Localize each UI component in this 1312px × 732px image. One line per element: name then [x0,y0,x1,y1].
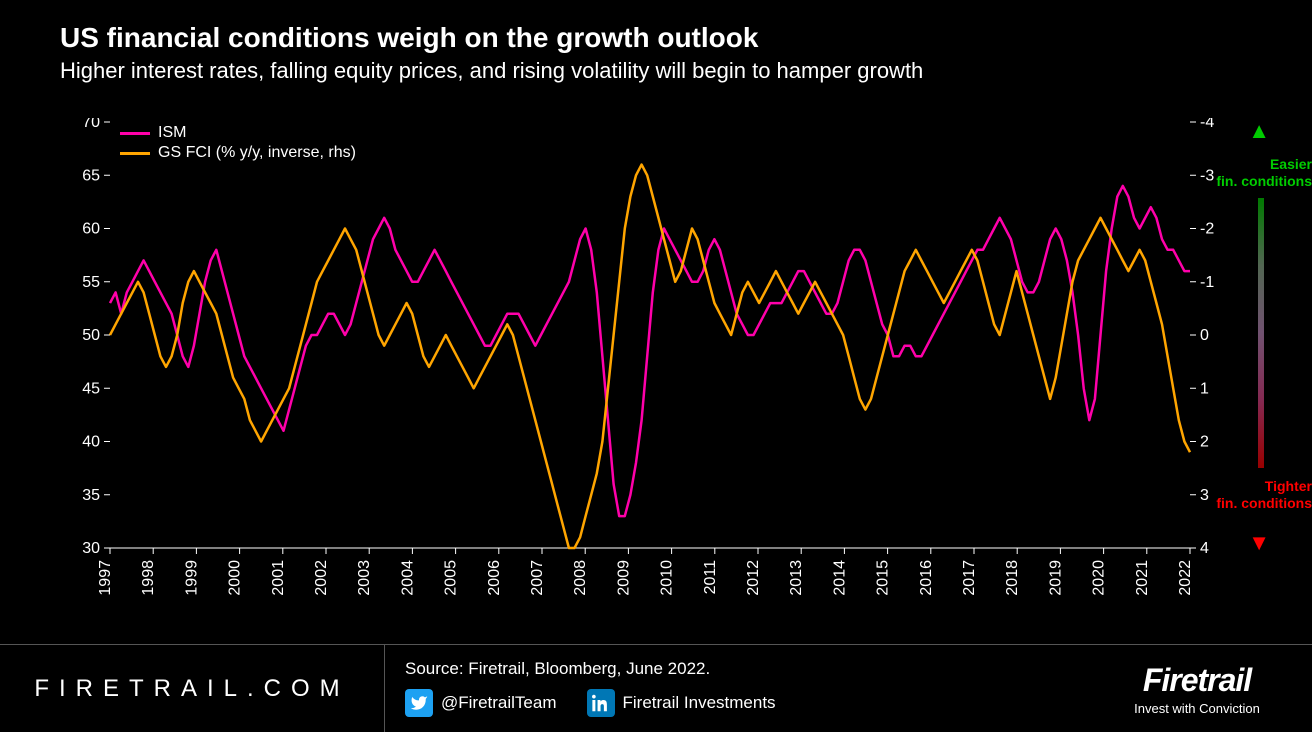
svg-text:2006: 2006 [486,560,503,596]
legend-swatch-ism [120,132,150,135]
svg-text:35: 35 [82,487,100,504]
footer: FIRETRAIL.COM Source: Firetrail, Bloombe… [0,644,1312,732]
gradient-bar [1258,198,1264,468]
footer-website-box: FIRETRAIL.COM [0,645,385,732]
chart-svg: 303540455055606570-4-3-2-101234199719981… [60,118,1240,608]
chart-header: US financial conditions weigh on the gro… [0,0,1312,84]
svg-text:2022: 2022 [1177,560,1194,596]
twitter-link[interactable]: @FiretrailTeam [405,689,557,717]
website-url: FIRETRAIL.COM [34,675,349,703]
svg-text:2005: 2005 [443,560,460,596]
footer-logo-box: Firetrail Invest with Conviction [1082,645,1312,732]
svg-text:30: 30 [82,540,100,557]
svg-text:45: 45 [82,380,100,397]
twitter-handle: @FiretrailTeam [441,693,557,713]
svg-text:2001: 2001 [270,560,287,596]
svg-text:2013: 2013 [788,560,805,596]
axis-annotations: ▲ Easierfin. conditions Tighterfin. cond… [1192,118,1312,558]
svg-text:2017: 2017 [961,560,978,596]
legend-label-ism: ISM [158,124,186,142]
social-links: @FiretrailTeam Firetrail Investments [405,689,1062,717]
legend-item-fci: GS FCI (% y/y, inverse, rhs) [120,144,356,162]
svg-text:2007: 2007 [529,560,546,596]
linkedin-handle: Firetrail Investments [623,693,776,713]
svg-text:2004: 2004 [399,560,416,596]
svg-text:1999: 1999 [183,560,200,596]
svg-text:2016: 2016 [918,560,935,596]
svg-text:2009: 2009 [615,560,632,596]
arrow-up-icon: ▲ [1248,118,1270,144]
svg-text:2015: 2015 [875,560,892,596]
svg-text:40: 40 [82,434,100,451]
linkedin-link[interactable]: Firetrail Investments [587,689,776,717]
twitter-icon [405,689,433,717]
svg-text:2014: 2014 [831,560,848,596]
svg-text:2011: 2011 [702,560,719,595]
svg-text:2020: 2020 [1091,560,1108,596]
svg-text:2021: 2021 [1134,560,1151,596]
footer-mid: Source: Firetrail, Bloomberg, June 2022.… [385,645,1082,732]
linkedin-icon [587,689,615,717]
svg-text:1998: 1998 [140,560,157,596]
svg-text:65: 65 [82,167,100,184]
tighter-conditions-label: Tighterfin. conditions [1216,478,1312,512]
svg-text:2000: 2000 [227,560,244,596]
svg-text:2003: 2003 [356,560,373,596]
legend-label-fci: GS FCI (% y/y, inverse, rhs) [158,144,356,162]
svg-text:2002: 2002 [313,560,330,596]
chart-area: 303540455055606570-4-3-2-101234199719981… [60,118,1240,608]
svg-text:60: 60 [82,221,100,238]
svg-text:1997: 1997 [97,560,114,596]
svg-text:2019: 2019 [1047,560,1064,596]
svg-text:2018: 2018 [1004,560,1021,596]
source-text: Source: Firetrail, Bloomberg, June 2022. [405,659,1062,679]
legend: ISM GS FCI (% y/y, inverse, rhs) [120,124,356,164]
svg-text:70: 70 [82,118,100,131]
chart-subtitle: Higher interest rates, falling equity pr… [60,58,1312,84]
svg-text:2012: 2012 [745,560,762,596]
firetrail-logo: Firetrail [1143,662,1251,699]
firetrail-tagline: Invest with Conviction [1134,701,1260,716]
chart-title: US financial conditions weigh on the gro… [60,22,1312,54]
easier-conditions-label: Easierfin. conditions [1216,156,1312,190]
legend-item-ism: ISM [120,124,356,142]
legend-swatch-fci [120,152,150,155]
svg-text:50: 50 [82,327,100,344]
svg-text:2010: 2010 [659,560,676,596]
svg-text:2008: 2008 [572,560,589,596]
svg-text:55: 55 [82,274,100,291]
arrow-down-icon: ▼ [1248,530,1270,556]
